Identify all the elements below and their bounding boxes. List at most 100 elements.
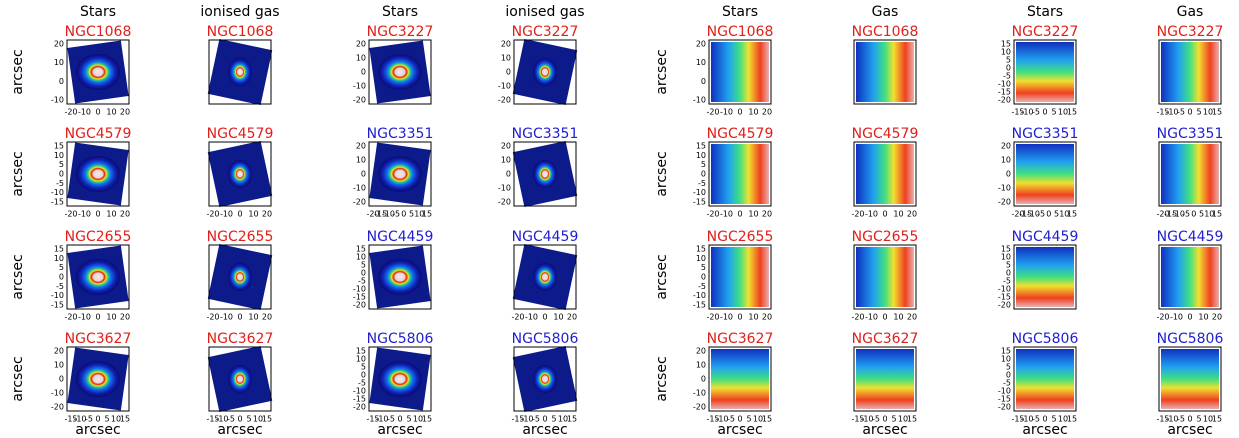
- map-emission: [228, 58, 252, 86]
- x-tick-label: -20: [511, 313, 524, 322]
- y-tick-label: -10: [693, 188, 706, 197]
- y-tick-label: 20: [54, 40, 64, 49]
- map-field: [856, 42, 914, 102]
- y-tick-label: -20: [998, 403, 1011, 412]
- x-tick-label: 20: [120, 313, 130, 322]
- y-tick-label: -15: [693, 301, 706, 310]
- y-tick-label: -15: [693, 198, 706, 207]
- column-title: ionised gas: [200, 4, 279, 20]
- y-tick-label: -10: [51, 291, 64, 300]
- galaxy-name: NGC3227: [367, 24, 434, 40]
- y-tick-label: 20: [696, 40, 706, 49]
- x-tick-label: 0: [737, 108, 742, 117]
- x-tick-label: 20: [262, 313, 272, 322]
- x-tick-label: 5: [746, 415, 751, 424]
- map-emission: [378, 54, 422, 90]
- galaxy-name: NGC3627: [707, 331, 774, 347]
- y-tick-label: -10: [51, 389, 64, 398]
- x-tick-label: 0: [1187, 313, 1192, 322]
- y-tick-label: 15: [54, 142, 64, 151]
- y-tick-label: 15: [696, 245, 706, 254]
- y-tick-label: 0: [59, 77, 64, 86]
- y-tick-label: -20: [998, 198, 1011, 207]
- x-tick-label: -5: [85, 415, 93, 424]
- x-tick-label: -10: [720, 313, 733, 322]
- x-tick-label: 0: [237, 313, 242, 322]
- y-tick-label: 10: [54, 361, 64, 370]
- x-tick-label: 15: [1212, 108, 1222, 117]
- x-tick-label: 0: [1046, 210, 1051, 219]
- x-tick-label: 10: [893, 210, 903, 219]
- x-tick-label: 10: [748, 108, 758, 117]
- map-emission: [76, 361, 120, 397]
- x-tick-label: 0: [737, 210, 742, 219]
- y-tick-label: -10: [693, 96, 706, 105]
- map-field: [856, 247, 914, 307]
- galaxy-name: NGC2655: [65, 229, 132, 245]
- galaxy-name: NGC4459: [512, 229, 579, 245]
- y-axis-label: arcsec: [654, 49, 670, 94]
- x-tick-label: 20: [120, 108, 130, 117]
- x-tick-label: -5: [387, 415, 395, 424]
- y-tick-label: 20: [356, 40, 366, 49]
- x-tick-label: -5: [1177, 415, 1185, 424]
- map-emission: [228, 263, 252, 291]
- y-tick-label: 0: [1006, 170, 1011, 179]
- map-field: [1016, 247, 1074, 307]
- column-title: Stars: [722, 4, 758, 20]
- x-tick-label: -5: [872, 415, 880, 424]
- x-tick-label: 15: [262, 415, 272, 424]
- y-tick-label: 10: [356, 54, 366, 63]
- x-tick-label: 0: [95, 415, 100, 424]
- y-axis-label: arcsec: [10, 49, 26, 94]
- x-tick-label: -20: [64, 108, 77, 117]
- x-tick-label: -20: [1156, 313, 1169, 322]
- galaxy-name: NGC1068: [65, 24, 132, 40]
- x-tick-label: 10: [893, 313, 903, 322]
- x-tick-label: 0: [95, 210, 100, 219]
- x-tick-label: 20: [907, 313, 917, 322]
- x-tick-label: 0: [542, 415, 547, 424]
- map-emission: [533, 263, 557, 291]
- x-tick-label: -10: [220, 210, 233, 219]
- map-field: [856, 144, 914, 204]
- x-tick-label: 20: [762, 313, 772, 322]
- y-tick-label: 0: [59, 273, 64, 282]
- x-tick-label: 15: [567, 415, 577, 424]
- y-tick-label: 0: [701, 77, 706, 86]
- y-tick-label: 20: [356, 142, 366, 151]
- map-emission: [378, 361, 422, 397]
- x-tick-label: 15: [762, 415, 772, 424]
- x-tick-label: -10: [78, 313, 91, 322]
- y-tick-label: -10: [353, 184, 366, 193]
- galaxy-name: NGC5806: [1157, 331, 1224, 347]
- x-tick-label: 5: [551, 415, 556, 424]
- y-tick-label: 5: [701, 160, 706, 169]
- galaxy-name: NGC4579: [852, 126, 919, 142]
- x-axis-label: arcsec: [217, 422, 262, 438]
- x-tick-label: 20: [762, 108, 772, 117]
- column-title: Stars: [1027, 4, 1063, 20]
- y-axis-label: arcsec: [654, 254, 670, 299]
- y-tick-label: 20: [1001, 142, 1011, 151]
- x-tick-label: 10: [106, 108, 116, 117]
- x-axis-label: arcsec: [862, 422, 907, 438]
- galaxy-name: NGC5806: [1012, 331, 1079, 347]
- column-title: Stars: [80, 4, 116, 20]
- x-tick-label: 10: [248, 210, 258, 219]
- x-tick-label: -10: [78, 108, 91, 117]
- y-tick-label: -10: [998, 184, 1011, 193]
- x-tick-label: 15: [120, 415, 130, 424]
- y-tick-label: -10: [693, 389, 706, 398]
- y-tick-label: 0: [701, 170, 706, 179]
- x-tick-label: -5: [727, 415, 735, 424]
- x-tick-label: 0: [882, 313, 887, 322]
- y-axis-label: arcsec: [10, 254, 26, 299]
- galaxy-name: NGC3351: [1157, 126, 1224, 142]
- x-tick-label: 5: [1051, 108, 1056, 117]
- galaxy-name: NGC3227: [1157, 24, 1224, 40]
- galaxy-name: NGC1068: [207, 24, 274, 40]
- galaxy-name: NGC4579: [207, 126, 274, 142]
- x-tick-label: 0: [401, 210, 406, 219]
- x-tick-label: 0: [1042, 415, 1047, 424]
